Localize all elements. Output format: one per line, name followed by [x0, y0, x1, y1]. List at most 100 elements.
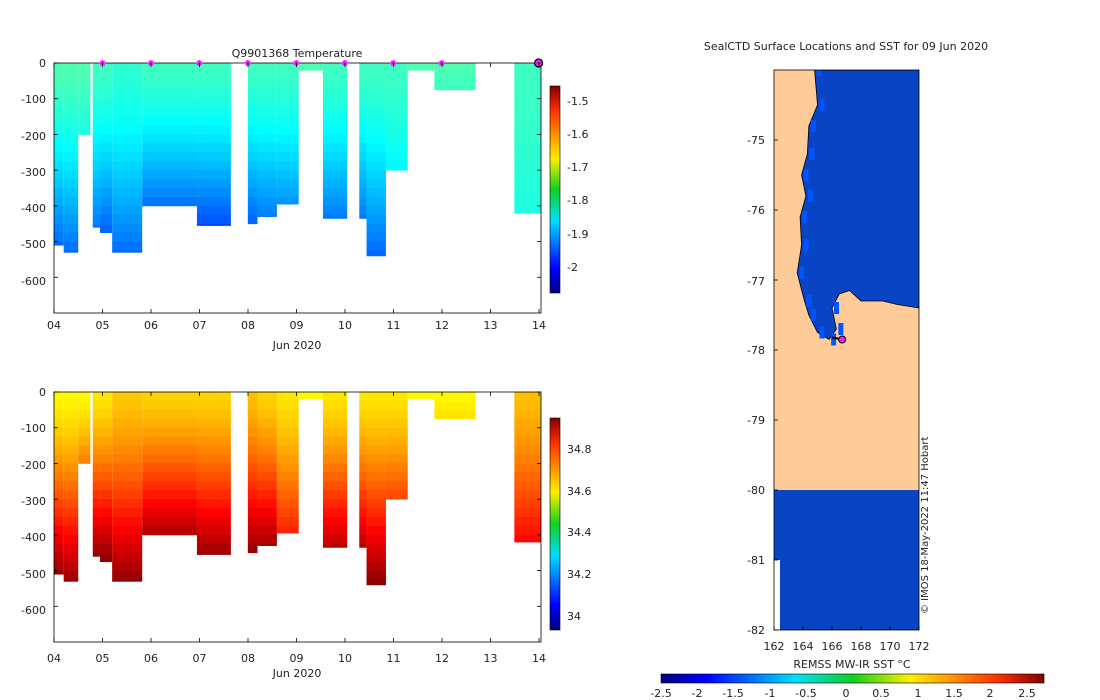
profile-cell-3-1	[92, 71, 101, 82]
svg-text:-2.5: -2.5	[650, 687, 671, 700]
profile-cell-9-2	[257, 80, 277, 91]
profile-cell-18-11	[514, 161, 541, 171]
profile-cell-0-8	[54, 134, 64, 144]
profile-cell-0-15	[54, 525, 64, 536]
profile-cell-0-5	[54, 436, 64, 446]
profile-cell-2-4	[78, 98, 91, 109]
profile-cell-14-6	[366, 445, 386, 455]
profile-cell-1-13	[63, 508, 79, 518]
profile-cell-7-5	[196, 436, 231, 446]
profile-cell-0-11	[54, 490, 64, 500]
profile-cell-12-11	[322, 161, 348, 171]
profile-cell-4-5	[100, 107, 113, 117]
profile-cell-8-8	[247, 463, 258, 473]
profile-cell-2-1	[78, 400, 91, 411]
profile-cell-6-6	[142, 116, 197, 126]
profile-cell-7-0	[196, 392, 231, 402]
profile-cell-0-8	[54, 463, 64, 473]
profile-cell-4-8	[100, 134, 113, 144]
svg-text:34.6: 34.6	[567, 485, 592, 498]
profile-cell-7-0	[196, 63, 231, 73]
profile-cell-2-0	[78, 392, 91, 402]
profile-cell-7-10	[196, 152, 231, 162]
profile-cell-18-14	[514, 188, 541, 198]
profile-cell-4-17	[100, 214, 113, 225]
profile-cell-15-0	[385, 392, 408, 402]
profile-cell-16-0	[407, 63, 435, 71]
profile-cell-0-12	[54, 170, 64, 180]
profile-cell-18-13	[514, 179, 541, 189]
profile-cell-3-17	[92, 543, 101, 554]
profile-cell-7-14	[196, 517, 231, 527]
profile-cell-15-11	[385, 490, 408, 500]
profile-cell-5-9	[112, 472, 143, 482]
profile-cell-9-7	[257, 125, 277, 135]
profile-cell-5-15	[112, 196, 143, 207]
profile-cell-15-0	[385, 63, 408, 73]
profile-cell-10-0	[276, 392, 299, 402]
profile-cell-18-8	[514, 134, 541, 144]
svg-text:-1: -1	[765, 687, 776, 700]
profile-cell-5-11	[112, 490, 143, 500]
profile-cell-14-17	[366, 543, 386, 554]
profile-cell-1-16	[63, 205, 79, 216]
svg-text:162: 162	[764, 640, 785, 653]
sst-map-panel: SealCTD Surface Locations and SST for 09…	[650, 40, 1045, 700]
profile-cell-12-3	[322, 89, 348, 100]
profile-cell-6-5	[142, 107, 197, 117]
profile-cell-14-0	[366, 63, 386, 73]
profile-cell-15-1	[385, 400, 408, 411]
profile-cell-12-4	[322, 98, 348, 109]
profile-cell-10-7	[276, 125, 299, 135]
profile-cell-18-4	[514, 427, 541, 438]
svg-text:34.2: 34.2	[567, 568, 592, 581]
profile-cell-5-0	[112, 392, 143, 402]
profile-cell-6-3	[142, 89, 197, 100]
svg-text:-400: -400	[21, 202, 46, 215]
map-x-ticks: 162 164 166 168 170 172	[764, 640, 930, 653]
svg-text:-600: -600	[21, 604, 46, 617]
profile-cell-9-8	[257, 463, 277, 473]
profile-cell-5-2	[112, 80, 143, 91]
svg-text:-78: -78	[747, 344, 765, 357]
profile-cell-14-19	[366, 561, 386, 571]
profile-cell-3-6	[92, 116, 101, 126]
profile-cell-13-10	[359, 152, 367, 162]
profile-cell-0-20	[54, 570, 64, 575]
profile-cell-9-3	[257, 418, 277, 429]
profile-cell-5-14	[112, 188, 143, 198]
profile-cell-7-3	[196, 89, 231, 100]
profile-cell-7-10	[196, 481, 231, 491]
profile-cell-4-1	[100, 400, 113, 411]
profile-cell-13-8	[359, 463, 367, 473]
profile-cell-12-8	[322, 134, 348, 144]
profile-cell-6-11	[142, 490, 197, 500]
profile-cell-7-15	[196, 196, 231, 207]
profile-cell-3-5	[92, 107, 101, 117]
profile-cell-7-16	[196, 205, 231, 216]
profile-cell-12-8	[322, 463, 348, 473]
profile-cell-6-15	[142, 196, 197, 207]
profile-cell-8-9	[247, 143, 258, 153]
coastal-sst-cell-5	[807, 190, 813, 202]
profile-cell-6-4	[142, 98, 197, 109]
profile-cell-3-5	[92, 436, 101, 446]
svg-text:-100: -100	[21, 93, 46, 106]
profile-cell-13-7	[359, 454, 367, 464]
profile-cell-3-14	[92, 188, 101, 198]
profile-cell-13-9	[359, 472, 367, 482]
coastal-sst-cell-0	[816, 70, 822, 76]
profile-cell-9-12	[257, 170, 277, 180]
profile-cell-4-13	[100, 179, 113, 189]
profile-cell-15-1	[385, 71, 408, 82]
svg-text:08: 08	[241, 319, 255, 332]
profile-cell-8-4	[247, 98, 258, 109]
profile-cell-6-10	[142, 152, 197, 162]
profile-cell-4-9	[100, 472, 113, 482]
profile-cell-18-15	[514, 196, 541, 207]
profile-cell-14-18	[366, 223, 386, 234]
profile-cell-13-1	[359, 71, 367, 82]
svg-text:34.8: 34.8	[567, 443, 592, 456]
profile-cell-5-4	[112, 98, 143, 109]
